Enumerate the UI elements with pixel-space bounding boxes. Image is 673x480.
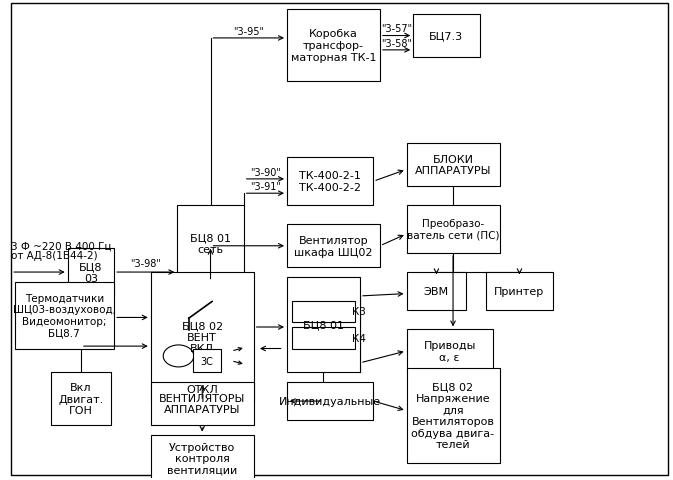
FancyBboxPatch shape xyxy=(406,273,466,311)
Text: "3-91": "3-91" xyxy=(250,181,281,192)
FancyBboxPatch shape xyxy=(413,15,480,58)
FancyBboxPatch shape xyxy=(51,372,111,425)
Text: ЭВМ: ЭВМ xyxy=(424,287,449,297)
Text: Устройство
контроля
вентиляции: Устройство контроля вентиляции xyxy=(167,442,238,475)
FancyBboxPatch shape xyxy=(287,277,360,372)
Text: Коробка
трансфор-
маторная ТК-1: Коробка трансфор- маторная ТК-1 xyxy=(291,29,376,62)
Text: БЦ8 02
ВЕНТ
ВКЛ: БЦ8 02 ВЕНТ ВКЛ xyxy=(182,320,223,353)
Text: Приводы
α, ε: Приводы α, ε xyxy=(423,340,476,362)
Text: ОТКЛ: ОТКЛ xyxy=(186,384,218,394)
Text: БЦ8 02
Напряжение
для
Вентиляторов
обдува двига-
телей: БЦ8 02 Напряжение для Вентиляторов обдув… xyxy=(411,382,495,449)
Text: "3-95": "3-95" xyxy=(234,27,264,36)
Text: Вкл
Двигат.
ГОН: Вкл Двигат. ГОН xyxy=(59,382,104,415)
FancyBboxPatch shape xyxy=(406,368,499,463)
FancyBboxPatch shape xyxy=(292,327,355,349)
Text: БЦ8
03: БЦ8 03 xyxy=(79,262,103,283)
Text: ВЕНТИЛЯТОРЫ
АППАРАТУРЫ: ВЕНТИЛЯТОРЫ АППАРАТУРЫ xyxy=(159,393,246,414)
Text: Принтер: Принтер xyxy=(495,287,544,297)
Text: Индивидуальные: Индивидуальные xyxy=(279,396,381,406)
Text: К3: К3 xyxy=(352,307,366,317)
Text: "3-58": "3-58" xyxy=(381,38,412,48)
FancyBboxPatch shape xyxy=(151,434,254,480)
FancyBboxPatch shape xyxy=(15,282,114,349)
Text: "3-90": "3-90" xyxy=(250,168,281,177)
Text: БЦ8 01: БЦ8 01 xyxy=(303,320,344,330)
Text: "3-98": "3-98" xyxy=(130,259,161,269)
FancyBboxPatch shape xyxy=(287,225,380,268)
FancyBboxPatch shape xyxy=(406,330,493,372)
Text: 3С: 3С xyxy=(201,356,213,366)
FancyBboxPatch shape xyxy=(151,382,254,425)
FancyBboxPatch shape xyxy=(287,158,374,206)
Text: БЦ8 01
сеть: БЦ8 01 сеть xyxy=(190,233,231,255)
FancyBboxPatch shape xyxy=(287,382,374,420)
FancyBboxPatch shape xyxy=(406,206,499,253)
Text: Преобразо-
ватель сети (ПС): Преобразо- ватель сети (ПС) xyxy=(406,219,499,240)
Text: от АД-8(1Б44-2): от АД-8(1Б44-2) xyxy=(11,251,98,261)
FancyBboxPatch shape xyxy=(151,273,254,401)
Text: Термодатчики
ШЦ03-воздуховод,
Видеомонитор;
БЦ8.7: Термодатчики ШЦ03-воздуховод, Видеомонит… xyxy=(13,293,116,338)
Text: "3-57": "3-57" xyxy=(381,24,412,34)
FancyBboxPatch shape xyxy=(68,249,114,296)
Text: 3 Ф ~220 В 400 Гц: 3 Ф ~220 В 400 Гц xyxy=(11,241,112,251)
Text: К4: К4 xyxy=(352,333,366,343)
FancyBboxPatch shape xyxy=(406,144,499,187)
FancyBboxPatch shape xyxy=(487,273,553,311)
Text: БЦ7.3: БЦ7.3 xyxy=(429,32,464,41)
FancyBboxPatch shape xyxy=(287,10,380,82)
Text: ТК-400-2-1
ТК-400-2-2: ТК-400-2-1 ТК-400-2-2 xyxy=(299,171,361,192)
FancyBboxPatch shape xyxy=(177,206,244,282)
FancyBboxPatch shape xyxy=(292,301,355,323)
FancyBboxPatch shape xyxy=(193,350,221,372)
Text: Вентилятор
шкафа ШЦ02: Вентилятор шкафа ШЦ02 xyxy=(294,236,373,257)
Text: БЛОКИ
АППАРАТУРЫ: БЛОКИ АППАРАТУРЫ xyxy=(415,155,491,176)
